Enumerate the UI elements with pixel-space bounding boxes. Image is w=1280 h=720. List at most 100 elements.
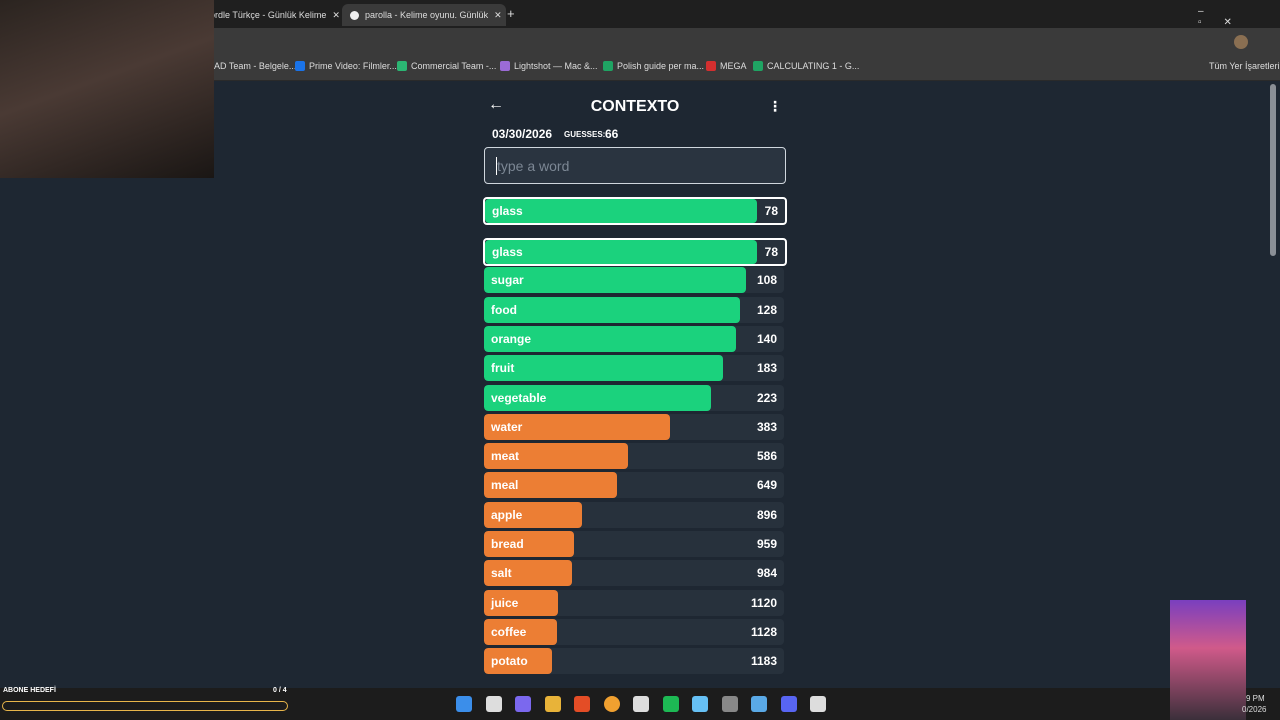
bar bbox=[485, 199, 758, 223]
taskbar-icon[interactable] bbox=[544, 696, 561, 712]
guess-row: vegetable 223 bbox=[484, 384, 784, 411]
bar bbox=[484, 267, 747, 294]
placeholder: type a word bbox=[497, 158, 570, 174]
clock-time: 9 PM bbox=[1246, 694, 1265, 703]
bookmark-label: Polish guide per ma... bbox=[617, 61, 705, 71]
word: coffee bbox=[491, 624, 527, 639]
rank: 649 bbox=[756, 478, 777, 493]
taskbar-icon[interactable] bbox=[456, 696, 472, 712]
guess-row: potato 1183 bbox=[484, 648, 784, 675]
guess-row: glass 78 bbox=[483, 197, 787, 225]
taskbar-icon[interactable] bbox=[574, 696, 590, 712]
close[interactable]: ✕ bbox=[332, 9, 340, 20]
bookmark-icon bbox=[706, 61, 716, 71]
rank: 383 bbox=[756, 419, 777, 434]
taskbar-icon[interactable] bbox=[515, 696, 531, 712]
guess-row: coffee 1128 bbox=[484, 618, 784, 645]
rank: 984 bbox=[756, 566, 777, 581]
word: orange bbox=[491, 331, 532, 346]
bar bbox=[484, 355, 723, 382]
bookmark-label: Prime Video: Filmler... bbox=[309, 61, 397, 71]
back-button[interactable]: ← bbox=[488, 96, 504, 113]
taskbar-icon[interactable] bbox=[662, 696, 679, 712]
word: salt bbox=[491, 566, 512, 581]
taskbar-icon[interactable] bbox=[692, 696, 708, 712]
guess-row: glass 78 bbox=[483, 238, 787, 266]
word: meat bbox=[491, 449, 520, 464]
word: potato bbox=[491, 654, 528, 669]
guesses-count: 66 bbox=[605, 127, 619, 141]
guess-row: meat 586 bbox=[484, 443, 784, 470]
taskbar-icon[interactable] bbox=[485, 696, 502, 712]
rank: 128 bbox=[756, 302, 777, 317]
bar bbox=[484, 560, 572, 587]
bookmark[interactable]: CALCULATING 1 - G... bbox=[753, 61, 859, 71]
bookmark[interactable]: Polish guide per ma... bbox=[603, 61, 704, 71]
tab-title: ordle Türkçe - Günlük Kelime bbox=[210, 10, 327, 20]
taskbar-icon[interactable] bbox=[751, 696, 767, 712]
new-tab[interactable]: + bbox=[507, 6, 515, 21]
bookmark[interactable]: MEGA bbox=[706, 61, 747, 71]
word-input[interactable]: type a word bbox=[484, 147, 786, 184]
tab[interactable]: ordle Türkçe - Günlük Kelime ✕ bbox=[210, 4, 340, 26]
guess-row: sugar 108 bbox=[484, 267, 784, 294]
taskbar-icon[interactable] bbox=[633, 696, 649, 712]
guess-row: meal 649 bbox=[484, 472, 784, 499]
bookmark-label: CALCULATING 1 - G... bbox=[767, 61, 860, 71]
word: fruit bbox=[491, 361, 515, 376]
rank: 108 bbox=[756, 273, 777, 288]
rank: 183 bbox=[756, 361, 777, 376]
bookmark-icon bbox=[753, 61, 763, 71]
tab-title: parolla - Kelime oyunu. Günlük bbox=[365, 10, 489, 20]
bar bbox=[484, 384, 712, 411]
webcam-overlay bbox=[0, 0, 214, 178]
menu-button[interactable]: ⋮ bbox=[768, 98, 782, 114]
guess-row: salt 984 bbox=[484, 560, 784, 587]
profile[interactable] bbox=[1234, 35, 1248, 49]
bookmark[interactable]: AD Team - Belgele... bbox=[200, 61, 296, 71]
word: juice bbox=[491, 595, 519, 610]
close[interactable]: ✕ bbox=[494, 9, 502, 20]
word: apple bbox=[491, 507, 523, 522]
guess-row: apple 896 bbox=[484, 501, 784, 528]
taskbar-icon[interactable] bbox=[603, 696, 620, 712]
word: glass bbox=[492, 204, 523, 218]
scrollbar[interactable] bbox=[1270, 84, 1276, 256]
bookmark-icon bbox=[295, 61, 305, 71]
rank: 1128 bbox=[750, 624, 777, 639]
guess-row: water 383 bbox=[484, 413, 784, 440]
rank: 78 bbox=[764, 245, 778, 259]
bookmark-icon bbox=[603, 61, 613, 71]
tab[interactable]: parolla - Kelime oyunu. Günlük ✕ bbox=[342, 4, 506, 26]
word: sugar bbox=[491, 273, 524, 288]
game-title: CONTEXTO bbox=[590, 98, 680, 115]
bar bbox=[484, 325, 736, 352]
guess-row: bread 959 bbox=[484, 531, 784, 557]
taskbar-icon[interactable] bbox=[721, 696, 738, 712]
bookmark-icon bbox=[500, 61, 510, 71]
bookmark[interactable]: Commercial Team -... bbox=[397, 61, 496, 71]
goal-count: 0 / 4 bbox=[273, 687, 287, 694]
taskbar-icon[interactable] bbox=[780, 696, 797, 712]
bookmark[interactable]: Lightshot — Mac &... bbox=[500, 61, 598, 71]
goal-label: ABONE HEDEFİ bbox=[3, 687, 56, 694]
word: food bbox=[491, 302, 517, 317]
date: 03/30/2026 bbox=[492, 127, 553, 141]
bookmark-label: MEGA bbox=[720, 61, 747, 71]
taskbar bbox=[0, 688, 1280, 720]
bar bbox=[484, 472, 618, 499]
taskbar-icon[interactable] bbox=[810, 696, 826, 712]
bar bbox=[485, 240, 758, 264]
guess-row: food 128 bbox=[484, 296, 784, 323]
rank: 896 bbox=[756, 507, 777, 522]
bookmark[interactable]: Prime Video: Filmler... bbox=[295, 61, 397, 71]
rank: 586 bbox=[756, 449, 777, 464]
bookmark-label: AD Team - Belgele... bbox=[214, 61, 297, 71]
favicon bbox=[350, 10, 359, 20]
bar bbox=[484, 589, 558, 616]
all-bookmarks[interactable]: Tüm Yer İşaretleri bbox=[1209, 61, 1280, 71]
bar bbox=[484, 648, 553, 675]
rank: 1120 bbox=[750, 595, 777, 610]
window-controls[interactable]: –▫✕ bbox=[1198, 6, 1254, 28]
rank: 1183 bbox=[750, 654, 777, 669]
